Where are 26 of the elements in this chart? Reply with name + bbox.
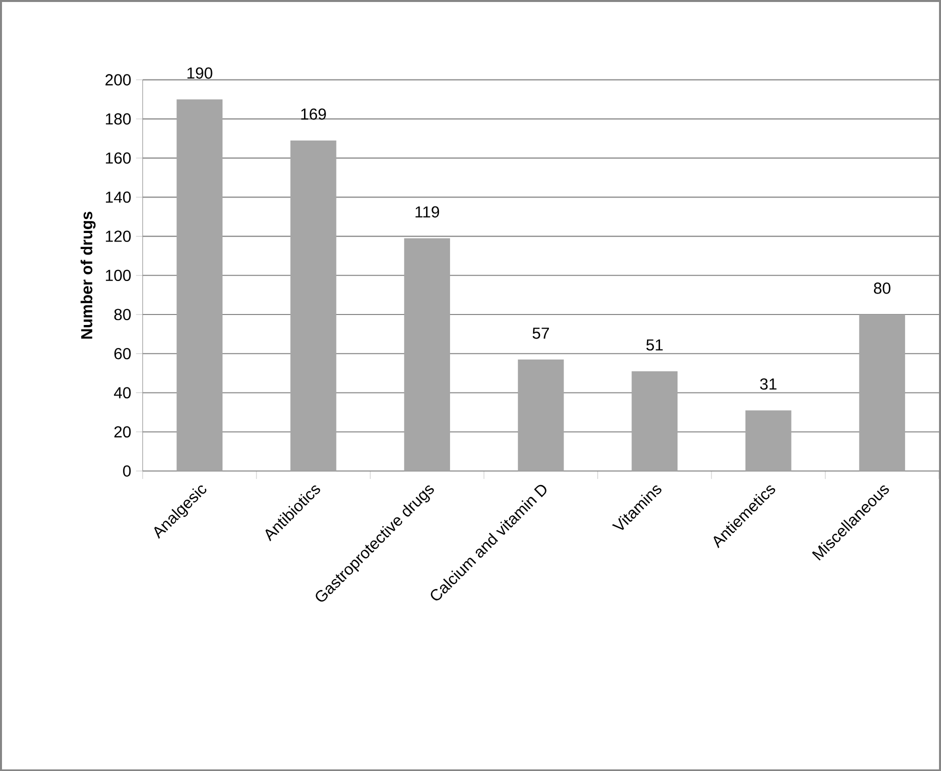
y-tick-label: 20 xyxy=(114,426,131,438)
bar xyxy=(290,140,336,471)
data-label: 80 xyxy=(874,282,890,294)
y-tick-label: 60 xyxy=(114,348,131,360)
bar xyxy=(632,371,678,471)
bar xyxy=(176,99,223,471)
y-tick-label: 40 xyxy=(114,386,131,398)
data-label: 51 xyxy=(646,339,663,350)
data-label: 119 xyxy=(416,206,440,218)
data-label: 57 xyxy=(532,328,549,339)
y-tick-label: 0 xyxy=(123,465,131,476)
data-label: 31 xyxy=(760,378,776,390)
y-tick-label: 180 xyxy=(106,113,131,124)
y-axis-title: Number of drugs xyxy=(80,212,96,338)
bar xyxy=(518,359,564,471)
y-tick-label: 160 xyxy=(106,152,131,164)
data-label: 190 xyxy=(187,67,212,79)
bar xyxy=(859,314,906,471)
data-label: 169 xyxy=(301,108,326,120)
y-tick-label: 100 xyxy=(106,270,131,281)
y-tick-label: 200 xyxy=(106,74,131,86)
y-tick-label: 140 xyxy=(106,191,131,203)
y-tick-label: 120 xyxy=(106,230,131,242)
y-tick-label: 80 xyxy=(114,308,131,320)
bar xyxy=(404,238,450,471)
bar xyxy=(745,410,792,471)
